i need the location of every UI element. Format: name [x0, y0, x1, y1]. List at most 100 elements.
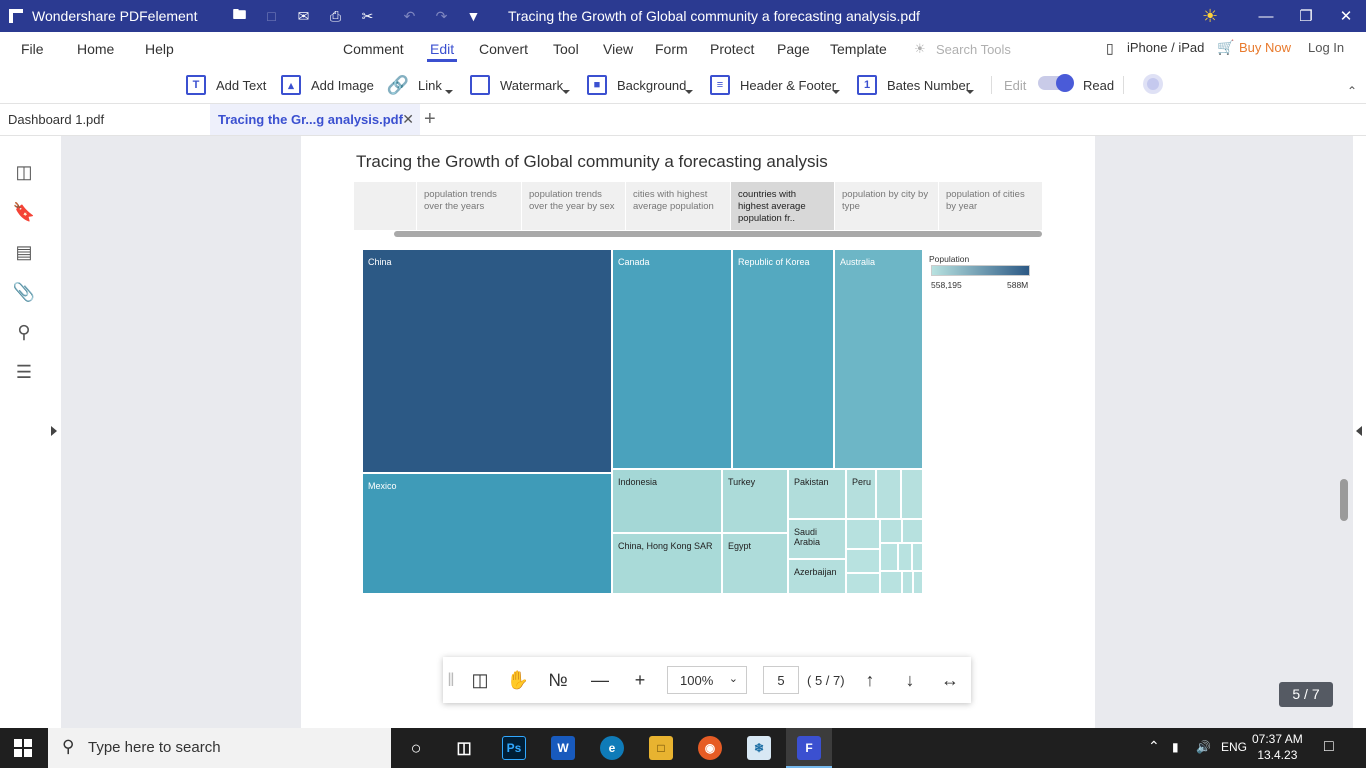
edge-icon[interactable]: e	[600, 736, 624, 760]
zoom-in-icon[interactable]: +	[634, 669, 646, 690]
treemap-cell[interactable]: Canada	[612, 249, 732, 469]
link-button[interactable]: 🔗 Link	[387, 74, 442, 96]
background-button[interactable]: ■ Background	[587, 74, 686, 96]
close-tab-icon[interactable]: ✕	[402, 111, 414, 127]
treemap-cell-small[interactable]	[846, 573, 880, 594]
pdfelement-taskbar-button[interactable]: F	[786, 728, 832, 768]
photoshop-icon[interactable]: Ps	[502, 736, 526, 760]
iphone-ipad-link[interactable]: iPhone / iPad	[1127, 40, 1205, 55]
menu-edit[interactable]: Edit	[430, 41, 455, 57]
quick-access-dropdown-icon[interactable]: ▼	[466, 8, 481, 24]
menu-protect[interactable]: Protect	[710, 41, 755, 57]
treemap-cell[interactable]: Australia	[834, 249, 923, 469]
select-tool-icon[interactable]: №	[548, 669, 568, 690]
volume-icon[interactable]: 🔊	[1196, 740, 1211, 754]
tab-tracing-growth[interactable]: Tracing the Gr...g analysis.pdf ✕	[210, 104, 420, 135]
treemap-cell[interactable]: Pakistan	[788, 469, 846, 519]
add-text-button[interactable]: T Add Text	[186, 74, 266, 96]
menu-comment[interactable]: Comment	[343, 41, 404, 57]
redo-icon[interactable]: ↷	[435, 7, 448, 24]
treemap-cell[interactable]: Turkey	[722, 469, 788, 533]
search-tools-input[interactable]: Search Tools	[936, 42, 1011, 57]
word-icon[interactable]: W	[551, 736, 575, 760]
expand-right-panel-icon[interactable]	[1356, 426, 1362, 436]
treemap-cell[interactable]: China	[362, 249, 612, 473]
save-icon[interactable]: □	[267, 8, 276, 24]
buy-now-link[interactable]: Buy Now	[1239, 40, 1292, 55]
tray-expand-icon[interactable]: ⌃	[1148, 738, 1160, 754]
next-page-icon[interactable]: ↓	[905, 669, 915, 690]
bates-dropdown-caret[interactable]	[966, 90, 974, 94]
undo-icon[interactable]: ↶	[403, 7, 416, 24]
menu-view[interactable]: View	[603, 41, 634, 57]
system-clock[interactable]: 07:37 AM 13.4.23	[1252, 731, 1303, 763]
treemap-cell[interactable]: Mexico	[362, 473, 612, 594]
story-point-1[interactable]: population trends over the years	[416, 182, 521, 230]
treemap-cell[interactable]: Peru	[846, 469, 876, 519]
story-point-6[interactable]: population of cities by year	[938, 182, 1042, 230]
ai-assistant-icon[interactable]	[1143, 74, 1163, 94]
treemap-cell-small[interactable]	[902, 519, 923, 543]
tab-dashboard[interactable]: Dashboard 1.pdf	[0, 104, 210, 135]
fit-page-icon[interactable]: ◫	[471, 669, 489, 690]
treemap-cell-small[interactable]	[901, 469, 923, 519]
treemap-cell-small[interactable]	[880, 571, 902, 594]
edit-read-toggle[interactable]	[1038, 74, 1074, 92]
menu-tool[interactable]: Tool	[553, 41, 579, 57]
menu-file[interactable]: File	[21, 41, 44, 57]
story-point-3[interactable]: cities with highest average population	[625, 182, 730, 230]
new-tab-icon[interactable]: +	[424, 108, 436, 130]
treemap-cell[interactable]: Indonesia	[612, 469, 722, 533]
watermark-button[interactable]: Watermark	[470, 74, 563, 96]
treemap-cell-small[interactable]	[846, 519, 880, 549]
mail-icon[interactable]: ✉	[297, 7, 310, 24]
treemap-cell[interactable]: Azerbaijan	[788, 559, 846, 594]
story-scrollbar[interactable]	[394, 231, 1042, 237]
menu-home[interactable]: Home	[77, 41, 115, 57]
search-icon[interactable]: ⚲	[17, 321, 31, 342]
menu-form[interactable]: Form	[655, 41, 688, 57]
expand-left-panel-icon[interactable]	[51, 426, 57, 436]
snipping-tool-icon[interactable]: ❄	[747, 736, 771, 760]
scissors-icon[interactable]: ✂	[361, 7, 374, 24]
zoom-out-icon[interactable]: —	[591, 669, 609, 690]
open-folder-icon[interactable]: 🖿	[232, 6, 247, 22]
attachment-icon[interactable]: 📎	[12, 281, 36, 302]
notifications-icon[interactable]: □	[1324, 738, 1334, 755]
background-dropdown-caret[interactable]	[685, 90, 693, 94]
treemap-cell[interactable]: Saudi Arabia	[788, 519, 846, 559]
maximize-icon[interactable]: ❐	[1299, 8, 1313, 25]
story-point-4[interactable]: countries with highest average populatio…	[730, 182, 834, 230]
language-indicator[interactable]: ENG	[1221, 740, 1248, 754]
treemap-cell-small[interactable]	[846, 549, 880, 573]
treemap-cell-small[interactable]	[876, 469, 901, 519]
menu-convert[interactable]: Convert	[479, 41, 529, 57]
drag-handle-icon[interactable]: ‖	[447, 669, 455, 690]
bookmark-icon[interactable]: 🔖	[12, 201, 36, 222]
add-image-button[interactable]: ▴ Add Image	[281, 74, 374, 96]
treemap-cell-small[interactable]	[913, 571, 923, 594]
story-point-2[interactable]: population trends over the year by sex	[521, 182, 625, 230]
menu-page[interactable]: Page	[777, 41, 810, 57]
collapse-ribbon-icon[interactable]: ⌃	[1347, 84, 1358, 98]
taskbar-search-box[interactable]: ⚲ Type here to search	[48, 728, 391, 768]
file-explorer-icon[interactable]: □	[649, 736, 673, 760]
treemap-cell-small[interactable]	[902, 571, 913, 594]
treemap-cell[interactable]: Republic of Korea	[732, 249, 834, 469]
vertical-scrollbar[interactable]	[1340, 479, 1348, 521]
battery-icon[interactable]: ▮	[1172, 740, 1179, 754]
link-dropdown-caret[interactable]	[445, 90, 453, 94]
previous-page-icon[interactable]: ↑	[865, 669, 875, 690]
task-view-icon[interactable]: ◫	[456, 740, 472, 757]
header-footer-dropdown-caret[interactable]	[832, 90, 840, 94]
watermark-dropdown-caret[interactable]	[562, 90, 570, 94]
treemap-cell-small[interactable]	[912, 543, 923, 571]
treemap-cell-small[interactable]	[898, 543, 912, 571]
zoom-select[interactable]: 100% ⌄	[667, 666, 747, 694]
treemap-cell-small[interactable]	[880, 543, 898, 571]
cortana-icon[interactable]: ○	[410, 737, 422, 758]
header-footer-button[interactable]: ≡ Header & Footer	[710, 74, 836, 96]
close-window-icon[interactable]: ✕	[1339, 8, 1353, 25]
firefox-icon[interactable]: ◉	[698, 736, 722, 760]
login-link[interactable]: Log In	[1308, 40, 1345, 55]
